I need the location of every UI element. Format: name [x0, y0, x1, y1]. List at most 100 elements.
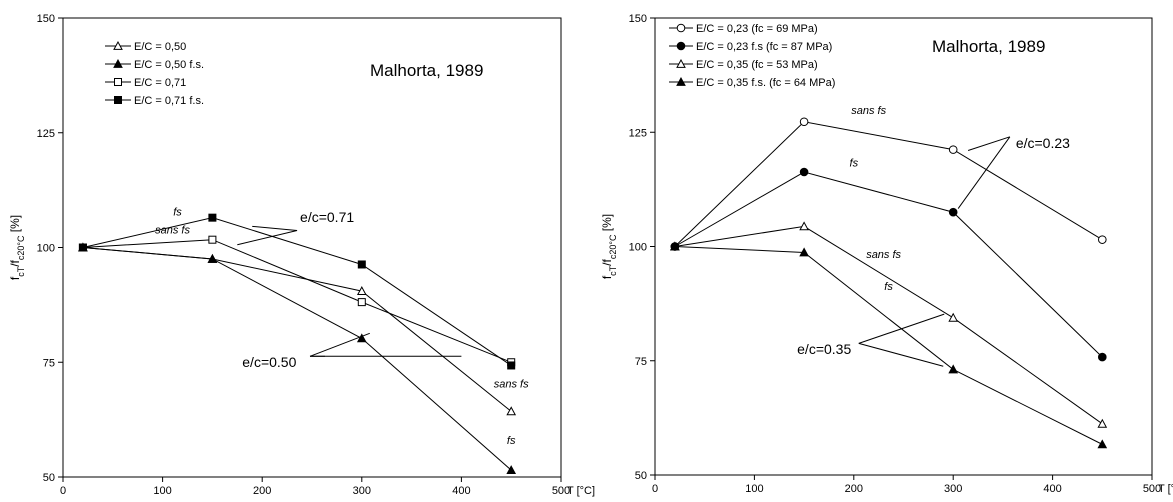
data-point-series-3	[1097, 418, 1108, 428]
y-tick-label: 100	[37, 243, 55, 255]
x-tick-label: 100	[153, 485, 171, 497]
x-tick-label: 0	[652, 483, 658, 495]
series-line-4	[82, 217, 512, 366]
annotation-label: sans fs	[851, 105, 886, 117]
series-line-2	[82, 247, 512, 471]
y-axis-label: fcT/fc20°C [%]	[600, 214, 618, 279]
x-axis-label: T [°C]	[567, 485, 595, 497]
data-point-series-2	[506, 465, 517, 475]
y-axis-label: fcT/fc20°C [%]	[8, 215, 26, 280]
y-axis-label-part: /f	[8, 259, 22, 266]
series-line-2	[674, 171, 1103, 358]
legend-entry-label: E/C = 0,71 f.s.	[134, 95, 204, 107]
legend-entry-label: E/C = 0,35 f.s. (fc = 64 MPa)	[696, 77, 835, 89]
y-axis-label-part: [%]	[600, 214, 614, 235]
series-line-1	[674, 121, 1103, 247]
data-point-series-1	[948, 145, 958, 154]
data-point-series-1	[1098, 235, 1107, 244]
legend-entry-label: E/C = 0,35 (fc = 53 MPa)	[696, 59, 818, 71]
legend-marker	[113, 40, 123, 50]
legend-entry-label: E/C = 0,23 f.s (fc = 87 MPa)	[696, 41, 832, 53]
legend-entry-label: E/C = 0,71	[134, 77, 186, 89]
annotation-label: fs	[850, 158, 859, 170]
legend-entry-label: E/C = 0,50 f.s.	[134, 59, 204, 71]
x-tick-label: 500	[552, 485, 570, 497]
callout-label: e/c=0.35	[797, 341, 851, 357]
callout-leader-line	[309, 332, 370, 357]
x-tick-label: 500	[1143, 483, 1161, 495]
series-line-3	[82, 239, 512, 363]
data-point-series-3	[948, 312, 959, 322]
data-point-series-4	[208, 213, 217, 222]
series-line-4	[674, 246, 1103, 445]
source-label: Malhorta, 1989	[370, 61, 483, 80]
data-point-series-4	[670, 241, 680, 251]
annotation-label: fs	[884, 281, 893, 293]
data-point-series-2	[799, 167, 809, 177]
y-axis-label-part: /f	[600, 258, 614, 265]
callout-leader-line	[967, 136, 1011, 152]
y-axis-label-part: c20°C	[16, 235, 26, 260]
annotation-label: sans fs	[866, 249, 901, 261]
y-tick-label: 50	[43, 472, 55, 484]
x-tick-label: 200	[253, 485, 271, 497]
source-label: Malhorta, 1989	[932, 37, 1045, 56]
data-point-series-4	[78, 243, 87, 252]
x-tick-label: 400	[1043, 483, 1061, 495]
y-tick-label: 50	[635, 470, 647, 482]
y-axis-label-part: c20°C	[608, 234, 618, 259]
legend-entry-label: E/C = 0,23 (fc = 69 MPa)	[696, 23, 818, 35]
x-tick-label: 0	[60, 485, 66, 497]
legend-marker	[676, 76, 686, 86]
y-tick-label: 150	[629, 13, 647, 25]
legend-marker	[114, 78, 122, 86]
legend-entry-label: E/C = 0,50	[134, 41, 186, 53]
data-point-series-2	[1098, 352, 1107, 362]
data-point-series-3	[799, 221, 809, 231]
y-tick-label: 125	[629, 127, 647, 139]
y-axis-label-part: cT	[608, 265, 618, 276]
annotation-label: sans fs	[155, 225, 190, 237]
annotation-label: fs	[507, 435, 516, 447]
callout-leader-line	[858, 313, 945, 344]
x-tick-label: 300	[353, 485, 371, 497]
data-point-series-4	[948, 364, 959, 374]
x-tick-label: 300	[944, 483, 962, 495]
y-axis-label-part: f	[8, 276, 22, 280]
data-point-series-4	[1097, 439, 1108, 449]
y-axis-label-part: cT	[16, 266, 26, 277]
y-axis-label-part: f	[600, 275, 614, 279]
legend-marker	[676, 58, 686, 68]
legend-marker	[676, 41, 686, 51]
callout-leader-line	[858, 342, 944, 367]
data-point-series-4	[507, 361, 516, 370]
legend-marker	[113, 58, 123, 68]
callout-label: e/c=0.71	[300, 209, 354, 225]
annotation-label: sans fs	[494, 378, 529, 390]
y-tick-label: 100	[629, 242, 647, 254]
callout-leader-line	[957, 136, 1011, 209]
data-point-series-2	[948, 207, 958, 217]
y-tick-label: 75	[43, 357, 55, 369]
data-point-series-1	[356, 286, 367, 296]
callout-label: e/c=0.50	[242, 354, 296, 370]
series-line-3	[674, 225, 1103, 425]
x-tick-label: 100	[745, 483, 763, 495]
y-tick-label: 150	[37, 13, 55, 25]
data-point-series-3	[208, 235, 217, 244]
callout-leader-line	[237, 230, 298, 246]
data-point-series-1	[799, 117, 809, 127]
callout-leader-line	[252, 225, 298, 232]
y-axis-label-part: [%]	[8, 215, 22, 236]
data-point-series-4	[357, 260, 366, 269]
data-point-series-2	[356, 333, 367, 343]
data-point-series-2	[207, 253, 218, 263]
legend-marker	[676, 23, 686, 33]
x-tick-label: 400	[452, 485, 470, 497]
series-line-1	[82, 247, 512, 412]
x-tick-label: 200	[845, 483, 863, 495]
annotation-label: fs	[173, 206, 182, 218]
